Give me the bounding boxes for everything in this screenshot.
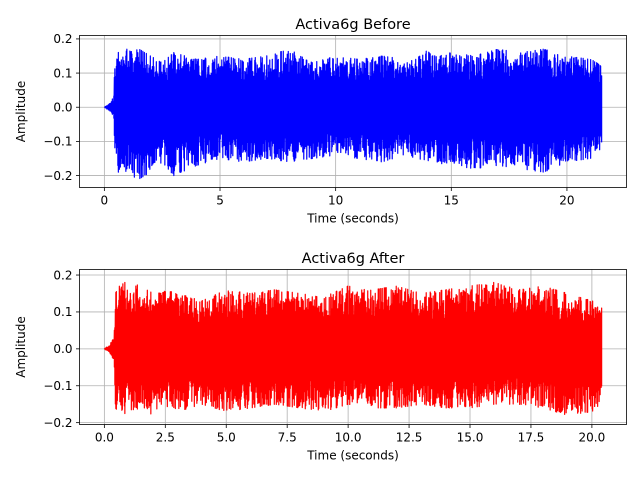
axes-frame xyxy=(79,269,627,425)
x-tick-label: 15.0 xyxy=(457,431,484,445)
y-tick-label: 0.2 xyxy=(53,32,72,46)
y-tick-label: 0.0 xyxy=(53,342,72,356)
x-tick-label: 5 xyxy=(216,194,224,208)
x-tick-label: 20 xyxy=(559,194,574,208)
y-tick-label: −0.2 xyxy=(43,169,72,183)
x-tick-label: 15 xyxy=(444,194,459,208)
x-tick-label: 10 xyxy=(328,194,343,208)
y-axis-label: Amplitude xyxy=(14,81,28,143)
x-tick-label: 17.5 xyxy=(518,431,545,445)
series-line-after xyxy=(104,281,603,416)
axes-frame xyxy=(79,35,627,188)
chart-title: Activa6g After xyxy=(302,251,405,267)
x-tick-label: 10.0 xyxy=(335,431,362,445)
y-tick-label: −0.1 xyxy=(43,135,72,149)
x-tick-label: 20.0 xyxy=(579,431,606,445)
y-tick-label: −0.2 xyxy=(43,416,72,430)
series-line-before xyxy=(104,48,603,180)
x-tick-label: 12.5 xyxy=(396,431,423,445)
x-tick-label: 7.5 xyxy=(278,431,297,445)
y-axis-label: Amplitude xyxy=(14,316,28,378)
y-tick-label: 0.1 xyxy=(53,305,72,319)
x-tick-label: 5.0 xyxy=(217,431,236,445)
chart-before: 0 5 10 15 20 −0.2 −0.1 0.0 0.1 0.2 Activa6g Before… xyxy=(14,17,627,226)
x-tick-label: 2.5 xyxy=(156,431,175,445)
y-tick-label: 0.2 xyxy=(53,268,72,282)
chart-after: 0.0 2.5 5.0 7.5 10.0 12.5 15.0 17.5 20.0 −0.2 −0.1… xyxy=(14,251,627,463)
x-axis-label: Time (seconds) xyxy=(306,212,399,226)
x-axis-label: Time (seconds) xyxy=(306,449,399,463)
y-tick-label: 0.0 xyxy=(53,101,72,115)
x-tick-label: 0 xyxy=(101,194,109,208)
x-tick-label: 0.0 xyxy=(95,431,114,445)
y-tick-label: 0.1 xyxy=(53,66,72,80)
chart-title: Activa6g Before xyxy=(295,17,410,33)
y-tick-label: −0.1 xyxy=(43,379,72,393)
